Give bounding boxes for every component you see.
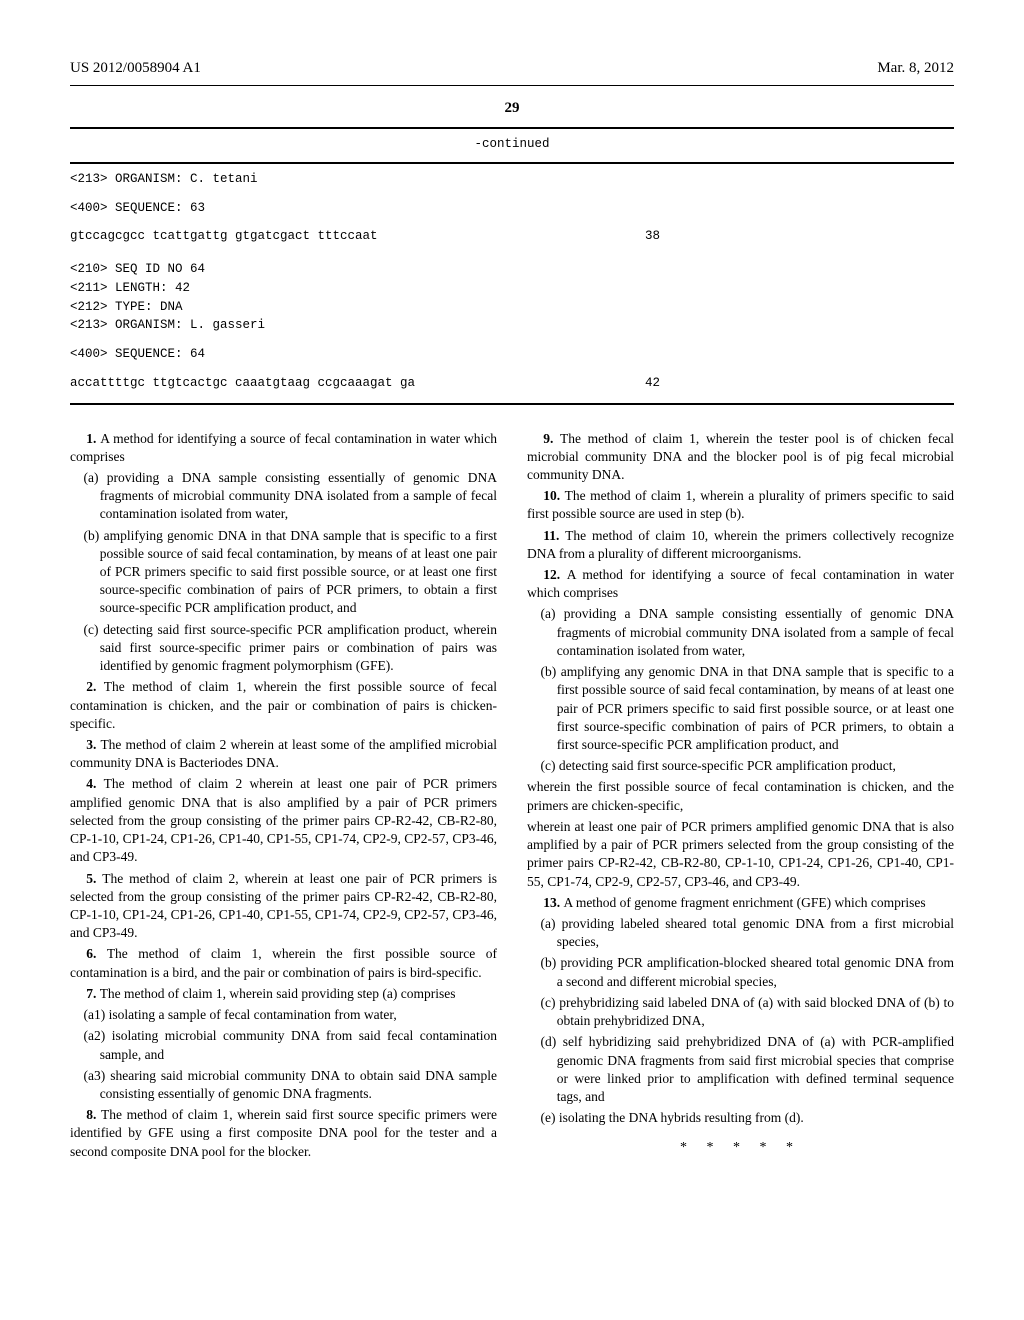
- claim-number-2: 2.: [86, 679, 104, 694]
- claim-13-c: (c) prehybridizing said labeled DNA of (…: [527, 994, 954, 1030]
- claim-number-11: 11.: [543, 528, 565, 543]
- claim-5-text: The method of claim 2, wherein at least …: [70, 871, 497, 941]
- claim-8-text: The method of claim 1, wherein said firs…: [70, 1107, 497, 1158]
- publication-date: Mar. 8, 2012: [877, 60, 954, 77]
- end-of-document-mark: * * * * *: [527, 1139, 954, 1158]
- claim-10-text: The method of claim 1, wherein a plurali…: [527, 488, 954, 521]
- organism-63: <213> ORGANISM: C. tetani: [70, 170, 954, 189]
- seq-64-organism: <213> ORGANISM: L. gasseri: [70, 316, 954, 335]
- claim-1-c: (c) detecting said first source-specific…: [70, 621, 497, 676]
- seq-64-type: <212> TYPE: DNA: [70, 298, 954, 317]
- page-number: 29: [70, 100, 954, 117]
- claim-9: 9. The method of claim 1, wherein the te…: [527, 430, 954, 485]
- claim-11: 11. The method of claim 10, wherein the …: [527, 527, 954, 563]
- claim-1-text: A method for identifying a source of fec…: [70, 431, 497, 464]
- claim-9-text: The method of claim 1, wherein the teste…: [527, 431, 954, 482]
- claims-body: 1. A method for identifying a source of …: [70, 430, 954, 1162]
- claim-1: 1. A method for identifying a source of …: [70, 430, 497, 466]
- claim-7-a3: (a3) shearing said microbial community D…: [70, 1067, 497, 1103]
- claim-11-text: The method of claim 10, wherein the prim…: [527, 528, 954, 561]
- claim-13-d: (d) self hybridizing said prehybridized …: [527, 1033, 954, 1106]
- claim-1-a: (a) providing a DNA sample consisting es…: [70, 469, 497, 524]
- claim-12-wherein1: wherein the first possible source of fec…: [527, 778, 954, 814]
- claim-number-12: 12.: [543, 567, 567, 582]
- claim-number-5: 5.: [86, 871, 102, 886]
- claim-3-text: The method of claim 2 wherein at least s…: [70, 737, 497, 770]
- seq-64-length: <211> LENGTH: 42: [70, 279, 954, 298]
- sequence-63-length: 38: [645, 227, 670, 246]
- claim-number-13: 13.: [543, 895, 563, 910]
- sequence-64-seq: accattttgc ttgtcactgc caaatgtaag ccgcaaa…: [70, 374, 415, 393]
- claim-13: 13. A method of genome fragment enrichme…: [527, 894, 954, 912]
- claim-number-6: 6.: [86, 946, 107, 961]
- sequence-63-seq: gtccagcgcc tcattgattg gtgatcgact tttccaa…: [70, 227, 378, 246]
- patent-page: US 2012/0058904 A1 Mar. 8, 2012 29 -cont…: [0, 0, 1024, 1211]
- sequence-63-data-row: gtccagcgcc tcattgattg gtgatcgact tttccaa…: [70, 227, 670, 246]
- claim-12-a: (a) providing a DNA sample consisting es…: [527, 605, 954, 660]
- claim-3: 3. The method of claim 2 wherein at leas…: [70, 736, 497, 772]
- claim-7-a2: (a2) isolating microbial community DNA f…: [70, 1027, 497, 1063]
- sequence-64-data-row: accattttgc ttgtcactgc caaatgtaag ccgcaaa…: [70, 374, 670, 393]
- claim-13-e: (e) isolating the DNA hybrids resulting …: [527, 1109, 954, 1127]
- claim-number-9: 9.: [543, 431, 560, 446]
- claim-13-text: A method of genome fragment enrichment (…: [563, 895, 925, 910]
- sequence-inner-divider: [70, 162, 954, 164]
- claim-7-a1: (a1) isolating a sample of fecal contami…: [70, 1006, 497, 1024]
- claim-6: 6. The method of claim 1, wherein the fi…: [70, 945, 497, 981]
- claim-2-text: The method of claim 1, wherein the first…: [70, 679, 497, 730]
- claim-number-3: 3.: [86, 737, 100, 752]
- page-header: US 2012/0058904 A1 Mar. 8, 2012: [70, 60, 954, 77]
- claim-12-text: A method for identifying a source of fec…: [527, 567, 954, 600]
- claim-number-4: 4.: [86, 776, 103, 791]
- seq-64-id: <210> SEQ ID NO 64: [70, 260, 954, 279]
- claim-2: 2. The method of claim 1, wherein the fi…: [70, 678, 497, 733]
- claim-number-1: 1.: [86, 431, 100, 446]
- claim-4: 4. The method of claim 2 wherein at leas…: [70, 775, 497, 866]
- claim-number-7: 7.: [86, 986, 100, 1001]
- sequence-64-length: 42: [645, 374, 670, 393]
- claim-12-b: (b) amplifying any genomic DNA in that D…: [527, 663, 954, 754]
- claim-number-10: 10.: [543, 488, 564, 503]
- claim-13-b: (b) providing PCR amplification-blocked …: [527, 954, 954, 990]
- claim-12: 12. A method for identifying a source of…: [527, 566, 954, 602]
- publication-number: US 2012/0058904 A1: [70, 60, 201, 77]
- claim-10: 10. The method of claim 1, wherein a plu…: [527, 487, 954, 523]
- sequence-63-label: <400> SEQUENCE: 63: [70, 199, 954, 218]
- continued-label: -continued: [70, 135, 954, 154]
- claim-13-a: (a) providing labeled sheared total geno…: [527, 915, 954, 951]
- sequence-listing: -continued <213> ORGANISM: C. tetani <40…: [70, 127, 954, 405]
- sequence-64-label: <400> SEQUENCE: 64: [70, 345, 954, 364]
- claim-12-wherein2: wherein at least one pair of PCR primers…: [527, 818, 954, 891]
- claim-number-8: 8.: [86, 1107, 101, 1122]
- claim-8: 8. The method of claim 1, wherein said f…: [70, 1106, 497, 1161]
- claim-1-b: (b) amplifying genomic DNA in that DNA s…: [70, 527, 497, 618]
- claim-6-text: The method of claim 1, wherein the first…: [70, 946, 497, 979]
- claim-7-text: The method of claim 1, wherein said prov…: [100, 986, 456, 1001]
- claim-12-c: (c) detecting said first source-specific…: [527, 757, 954, 775]
- claim-5: 5. The method of claim 2, wherein at lea…: [70, 870, 497, 943]
- claim-7: 7. The method of claim 1, wherein said p…: [70, 985, 497, 1003]
- claim-4-text: The method of claim 2 wherein at least o…: [70, 776, 497, 864]
- header-divider: [70, 85, 954, 86]
